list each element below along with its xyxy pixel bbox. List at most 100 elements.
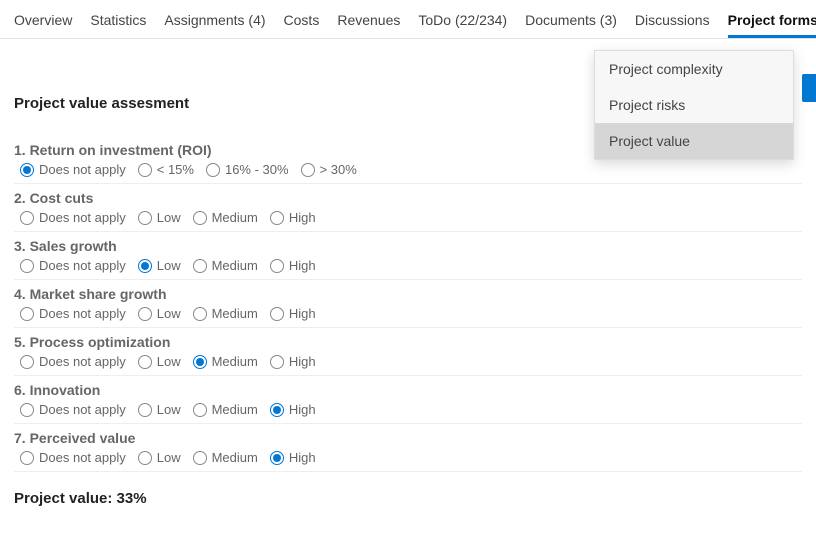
option-medium[interactable]: Medium bbox=[193, 354, 258, 369]
radio-icon[interactable] bbox=[193, 355, 207, 369]
tab-costs[interactable]: Costs bbox=[284, 8, 320, 38]
question-6: 6. InnovationDoes not applyLowMediumHigh bbox=[14, 376, 802, 424]
question-label: 7. Perceived value bbox=[14, 430, 802, 446]
option-high[interactable]: High bbox=[270, 306, 316, 321]
radio-icon[interactable] bbox=[193, 307, 207, 321]
option-label: Low bbox=[157, 258, 181, 273]
option-label: Does not apply bbox=[39, 258, 126, 273]
tab-assignments-4[interactable]: Assignments (4) bbox=[164, 8, 265, 38]
option-medium[interactable]: Medium bbox=[193, 306, 258, 321]
option-label: Low bbox=[157, 402, 181, 417]
option-does-not-apply[interactable]: Does not apply bbox=[20, 162, 126, 177]
option-low[interactable]: Low bbox=[138, 354, 181, 369]
option-label: High bbox=[289, 258, 316, 273]
option-does-not-apply[interactable]: Does not apply bbox=[20, 354, 126, 369]
option-label: < 15% bbox=[157, 162, 194, 177]
tab-revenues[interactable]: Revenues bbox=[337, 8, 400, 38]
radio-icon[interactable] bbox=[270, 307, 284, 321]
radio-icon[interactable] bbox=[193, 451, 207, 465]
radio-icon[interactable] bbox=[193, 211, 207, 225]
radio-icon[interactable] bbox=[20, 307, 34, 321]
radio-icon[interactable] bbox=[206, 163, 220, 177]
option-high[interactable]: High bbox=[270, 354, 316, 369]
radio-icon[interactable] bbox=[270, 451, 284, 465]
option-label: Does not apply bbox=[39, 402, 126, 417]
tab-bar: Overview Statistics Assignments (4) Costs Re… bbox=[0, 0, 816, 39]
option-low[interactable]: Low bbox=[138, 306, 181, 321]
option-label: Medium bbox=[212, 354, 258, 369]
radio-icon[interactable] bbox=[193, 259, 207, 273]
option-does-not-apply[interactable]: Does not apply bbox=[20, 258, 126, 273]
question-label: 4. Market share growth bbox=[14, 286, 802, 302]
option-high[interactable]: High bbox=[270, 258, 316, 273]
options-row: Does not apply Low Medium High bbox=[14, 258, 802, 273]
radio-icon[interactable] bbox=[270, 211, 284, 225]
radio-icon[interactable] bbox=[270, 355, 284, 369]
radio-icon[interactable] bbox=[20, 403, 34, 417]
radio-icon[interactable] bbox=[20, 355, 34, 369]
options-row: Does not apply Low Medium High bbox=[14, 306, 802, 321]
option-low[interactable]: Low bbox=[138, 258, 181, 273]
option-label: Does not apply bbox=[39, 162, 126, 177]
option-label: Does not apply bbox=[39, 210, 126, 225]
option-high[interactable]: High bbox=[270, 210, 316, 225]
options-row: Does not apply Low Medium High bbox=[14, 210, 802, 225]
radio-icon[interactable] bbox=[301, 163, 315, 177]
option-label: High bbox=[289, 354, 316, 369]
radio-icon[interactable] bbox=[138, 403, 152, 417]
radio-icon[interactable] bbox=[138, 307, 152, 321]
option-low[interactable]: Low bbox=[138, 402, 181, 417]
result-label: Project value: 33% bbox=[14, 490, 802, 507]
option-label: Medium bbox=[212, 210, 258, 225]
radio-icon[interactable] bbox=[20, 259, 34, 273]
dropdown-item-project-value[interactable]: Project value bbox=[595, 123, 793, 159]
question-label: 2. Cost cuts bbox=[14, 190, 802, 206]
radio-icon[interactable] bbox=[138, 259, 152, 273]
dropdown-item-project-risks[interactable]: Project risks bbox=[595, 87, 793, 123]
option-does-not-apply[interactable]: Does not apply bbox=[20, 450, 126, 465]
option-high[interactable]: High bbox=[270, 450, 316, 465]
option-label: High bbox=[289, 306, 316, 321]
radio-icon[interactable] bbox=[20, 451, 34, 465]
radio-icon[interactable] bbox=[20, 163, 34, 177]
radio-icon[interactable] bbox=[138, 163, 152, 177]
radio-icon[interactable] bbox=[270, 259, 284, 273]
option-label: Does not apply bbox=[39, 450, 126, 465]
option-does-not-apply[interactable]: Does not apply bbox=[20, 402, 126, 417]
option-label: Low bbox=[157, 306, 181, 321]
option-does-not-apply[interactable]: Does not apply bbox=[20, 210, 126, 225]
radio-icon[interactable] bbox=[193, 403, 207, 417]
option-label: Medium bbox=[212, 450, 258, 465]
option-low[interactable]: Low bbox=[138, 210, 181, 225]
option-30[interactable]: > 30% bbox=[301, 162, 357, 177]
option-label: Low bbox=[157, 210, 181, 225]
option-16-30[interactable]: 16% - 30% bbox=[206, 162, 289, 177]
option-medium[interactable]: Medium bbox=[193, 450, 258, 465]
radio-icon[interactable] bbox=[138, 355, 152, 369]
radio-icon[interactable] bbox=[138, 211, 152, 225]
tab-todo-22-234[interactable]: ToDo (22/234) bbox=[418, 8, 507, 38]
tab-discussions[interactable]: Discussions bbox=[635, 8, 710, 38]
options-row: Does not apply Low Medium High bbox=[14, 450, 802, 465]
radio-icon[interactable] bbox=[138, 451, 152, 465]
tab-statistics[interactable]: Statistics bbox=[90, 8, 146, 38]
radio-icon[interactable] bbox=[270, 403, 284, 417]
tab-documents-3[interactable]: Documents (3) bbox=[525, 8, 617, 38]
tab-project-forms[interactable]: Project forms bbox=[728, 8, 816, 38]
question-7: 7. Perceived value Does not apply Low Mediu… bbox=[14, 424, 802, 472]
option-label: Medium bbox=[212, 402, 258, 417]
option-medium[interactable]: Medium bbox=[193, 258, 258, 273]
option-15[interactable]: < 15% bbox=[138, 162, 194, 177]
dropdown-item-project-complexity[interactable]: Project complexity bbox=[595, 51, 793, 87]
tab-overview[interactable]: Overview bbox=[14, 8, 72, 38]
options-row: Does not apply Low Medium High bbox=[14, 354, 802, 369]
option-does-not-apply[interactable]: Does not apply bbox=[20, 306, 126, 321]
options-row: Does not apply Low Medium High bbox=[14, 402, 802, 417]
action-button-edge[interactable] bbox=[802, 74, 816, 102]
question-label: 5. Process optimization bbox=[14, 334, 802, 350]
option-medium[interactable]: Medium bbox=[193, 402, 258, 417]
option-medium[interactable]: Medium bbox=[193, 210, 258, 225]
radio-icon[interactable] bbox=[20, 211, 34, 225]
option-low[interactable]: Low bbox=[138, 450, 181, 465]
option-high[interactable]: High bbox=[270, 402, 316, 417]
